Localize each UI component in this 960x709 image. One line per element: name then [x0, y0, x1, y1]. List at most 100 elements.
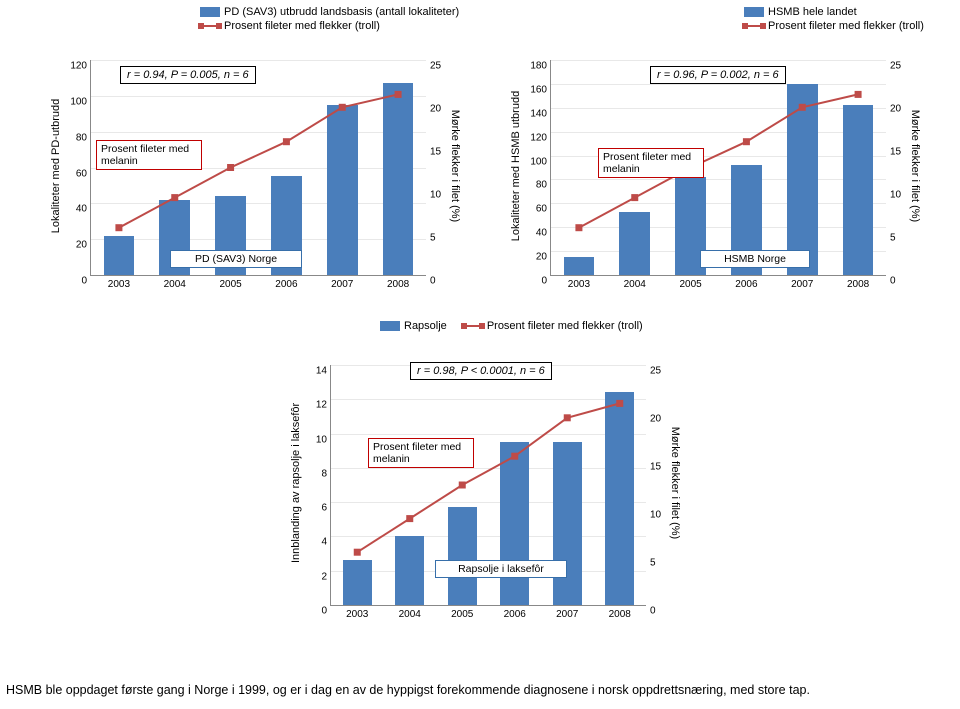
y-right-tick: 5: [646, 558, 656, 569]
x-tick: 2003: [568, 275, 590, 290]
x-tick: 2006: [504, 605, 526, 620]
x-tick: 2005: [219, 275, 241, 290]
line-marker: [115, 224, 122, 231]
bottom-chart-row: Rapsolje Prosent fileter med flekker (tro…: [0, 310, 960, 630]
y-right-tick: 0: [646, 606, 656, 617]
y-right-tick: 15: [646, 462, 661, 473]
y-left-tick: 14: [316, 366, 331, 377]
legend-label: Prosent fileter med flekker (troll): [487, 320, 643, 332]
y-right-axis-label: Mørke flekker i filet (%): [909, 96, 921, 236]
x-tick: 2004: [164, 275, 186, 290]
y-right-tick: 15: [426, 147, 441, 158]
legend-swatch-line: [200, 25, 220, 27]
line-marker: [743, 138, 750, 145]
y-right-tick: 5: [886, 233, 896, 244]
line-annotation-box: Prosent fileter med melanin: [598, 148, 704, 178]
y-right-tick: 0: [886, 276, 896, 287]
x-tick: 2006: [275, 275, 297, 290]
y-left-tick: 140: [530, 108, 551, 119]
y-left-tick: 120: [530, 132, 551, 143]
bar-annotation-box: PD (SAV3) Norge: [170, 250, 302, 268]
legend-swatch-bar: [200, 7, 220, 17]
legend-swatch-bar: [744, 7, 764, 17]
y-left-tick: 20: [536, 252, 551, 263]
legend-item: Prosent fileter med flekker (troll): [744, 20, 924, 32]
x-tick: 2007: [331, 275, 353, 290]
y-left-tick: 6: [321, 503, 331, 514]
y-right-tick: 20: [646, 414, 661, 425]
footnote-text: HSMB ble oppdaget første gang i Norge i …: [6, 683, 810, 697]
line-marker: [339, 104, 346, 111]
legend-item: HSMB hele landet: [744, 6, 924, 18]
y-left-tick: 4: [321, 537, 331, 548]
y-left-axis-label: Innblanding av rapsolje i laksefôr: [290, 403, 302, 563]
y-left-tick: 0: [541, 276, 551, 287]
y-left-tick: 40: [76, 204, 91, 215]
correlation-box: r = 0.94, P = 0.005, n = 6: [120, 66, 256, 84]
x-tick: 2007: [556, 605, 578, 620]
chart-rapsolje: Rapsolje Prosent fileter med flekker (tro…: [260, 310, 700, 630]
legend-item: Prosent fileter med flekker (troll): [463, 320, 643, 332]
y-right-tick: 10: [886, 190, 901, 201]
x-tick: 2004: [399, 605, 421, 620]
bar-annotation-box: Rapsolje i laksefôr: [435, 560, 567, 578]
legend-swatch-bar: [380, 321, 400, 331]
line-marker: [511, 453, 518, 460]
x-tick: 2003: [346, 605, 368, 620]
chart-hsmb: HSMB hele landet Prosent fileter med flek…: [480, 0, 940, 300]
legend-item: Prosent fileter med flekker (troll): [200, 20, 459, 32]
line-marker: [406, 515, 413, 522]
y-left-tick: 40: [536, 228, 551, 239]
legend-label: Prosent fileter med flekker (troll): [224, 20, 380, 32]
legend-label: Rapsolje: [404, 320, 447, 332]
bar-annotation-box: HSMB Norge: [700, 250, 810, 268]
line-marker: [855, 91, 862, 98]
y-left-tick: 20: [76, 240, 91, 251]
y-right-tick: 25: [426, 61, 441, 72]
x-tick: 2008: [609, 605, 631, 620]
chart-legend: Rapsolje Prosent fileter med flekker (tro…: [380, 320, 643, 332]
y-left-tick: 120: [70, 61, 91, 72]
line-marker: [799, 104, 806, 111]
x-tick: 2008: [847, 275, 869, 290]
x-tick: 2006: [735, 275, 757, 290]
y-left-tick: 8: [321, 468, 331, 479]
x-tick: 2005: [451, 605, 473, 620]
legend-item: PD (SAV3) utbrudd landsbasis (antall lok…: [200, 6, 459, 18]
y-right-tick: 20: [426, 104, 441, 115]
legend-label: PD (SAV3) utbrudd landsbasis (antall lok…: [224, 6, 459, 18]
y-right-tick: 10: [426, 190, 441, 201]
legend-label: HSMB hele landet: [768, 6, 857, 18]
line-marker: [459, 482, 466, 489]
top-charts-row: PD (SAV3) utbrudd landsbasis (antall lok…: [0, 0, 960, 300]
line-marker: [354, 549, 361, 556]
line-marker: [575, 224, 582, 231]
x-tick: 2004: [624, 275, 646, 290]
chart-legend: HSMB hele landet Prosent fileter med flek…: [744, 6, 924, 32]
y-right-tick: 10: [646, 510, 661, 521]
y-left-axis-label: Lokaliteter med HSMB utbrudd: [510, 86, 522, 246]
x-tick: 2003: [108, 275, 130, 290]
y-left-tick: 2: [321, 571, 331, 582]
legend-item: Rapsolje: [380, 320, 447, 332]
y-left-tick: 60: [76, 168, 91, 179]
y-left-tick: 60: [536, 204, 551, 215]
y-right-tick: 5: [426, 233, 436, 244]
line-marker: [283, 138, 290, 145]
y-left-tick: 100: [70, 96, 91, 107]
y-left-axis-label: Lokaliteter med PD-utbrudd: [50, 86, 62, 246]
y-right-axis-label: Mørke flekker i filet (%): [669, 413, 681, 553]
y-left-tick: 180: [530, 61, 551, 72]
y-left-tick: 100: [530, 156, 551, 167]
y-left-tick: 80: [76, 132, 91, 143]
y-left-tick: 12: [316, 400, 331, 411]
x-tick: 2005: [679, 275, 701, 290]
chart-pd-sav3: PD (SAV3) utbrudd landsbasis (antall lok…: [20, 0, 480, 300]
legend-swatch-line: [744, 25, 764, 27]
line-marker: [227, 164, 234, 171]
line-annotation-box: Prosent fileter med melanin: [96, 140, 202, 170]
y-right-tick: 0: [426, 276, 436, 287]
y-right-tick: 20: [886, 104, 901, 115]
line-marker: [631, 194, 638, 201]
line-marker: [616, 400, 623, 407]
